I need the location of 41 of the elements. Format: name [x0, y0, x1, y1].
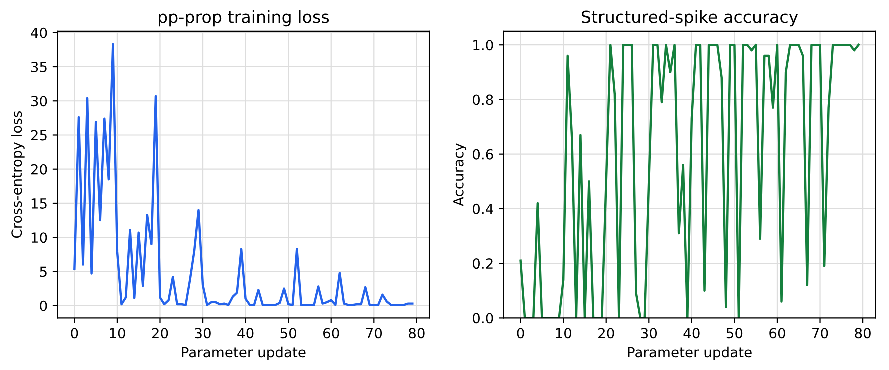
x-tick-label: 50: [726, 328, 743, 339]
y-tick-label: 0: [40, 300, 48, 312]
x-tick-label: 80: [855, 328, 871, 339]
x-tick-label: 30: [641, 328, 658, 339]
y-tick-label: 1.0: [474, 40, 494, 51]
x-tick-label: 80: [409, 328, 425, 339]
y-tick-label: 0.4: [473, 204, 494, 214]
y-tick-label: 0.0: [473, 313, 494, 324]
x-tick-label: 40: [684, 328, 700, 339]
y-tick-label: 10: [32, 232, 48, 244]
line-series: [520, 44, 860, 318]
chart-title: pp-prop training loss: [159, 10, 330, 27]
y-tick-label: 35: [31, 62, 47, 72]
y-tick-label: 0.2: [473, 258, 493, 270]
x-tick-label: 50: [280, 328, 296, 339]
x-tick-label: 40: [238, 328, 254, 339]
x-tick-label: 10: [556, 328, 572, 339]
x-tick-label: 0: [517, 328, 524, 339]
y-tick-label: 40: [31, 28, 48, 38]
y-tick-label: 15: [32, 198, 47, 209]
y-tick-label: 30: [31, 96, 48, 107]
x-tick-label: 10: [110, 328, 126, 339]
x-tick-label: 0: [71, 328, 78, 339]
x-tick-label: 20: [152, 328, 168, 339]
y-tick-label: 0.6: [473, 149, 494, 160]
x-axis-title: Parameter update: [182, 346, 306, 360]
x-axis-title: Parameter update: [628, 346, 752, 360]
x-tick-label: 30: [195, 328, 211, 339]
y-axis-title: Cross-entropy loss: [11, 111, 25, 238]
line-series: [74, 43, 414, 306]
chart-title: Structured-spike accuracy: [582, 10, 798, 27]
y-tick-label: 20: [31, 164, 48, 175]
y-axis-title: Accuracy: [454, 144, 467, 206]
y-tick-label: 0.8: [473, 94, 494, 106]
y-tick-label: 5: [40, 266, 47, 278]
x-tick-label: 70: [366, 328, 382, 339]
y-tick-label: 25: [31, 130, 47, 141]
x-tick-label: 70: [812, 328, 828, 339]
x-tick-label: 20: [598, 328, 614, 339]
x-tick-label: 60: [770, 328, 786, 339]
x-tick-label: 60: [324, 328, 340, 339]
